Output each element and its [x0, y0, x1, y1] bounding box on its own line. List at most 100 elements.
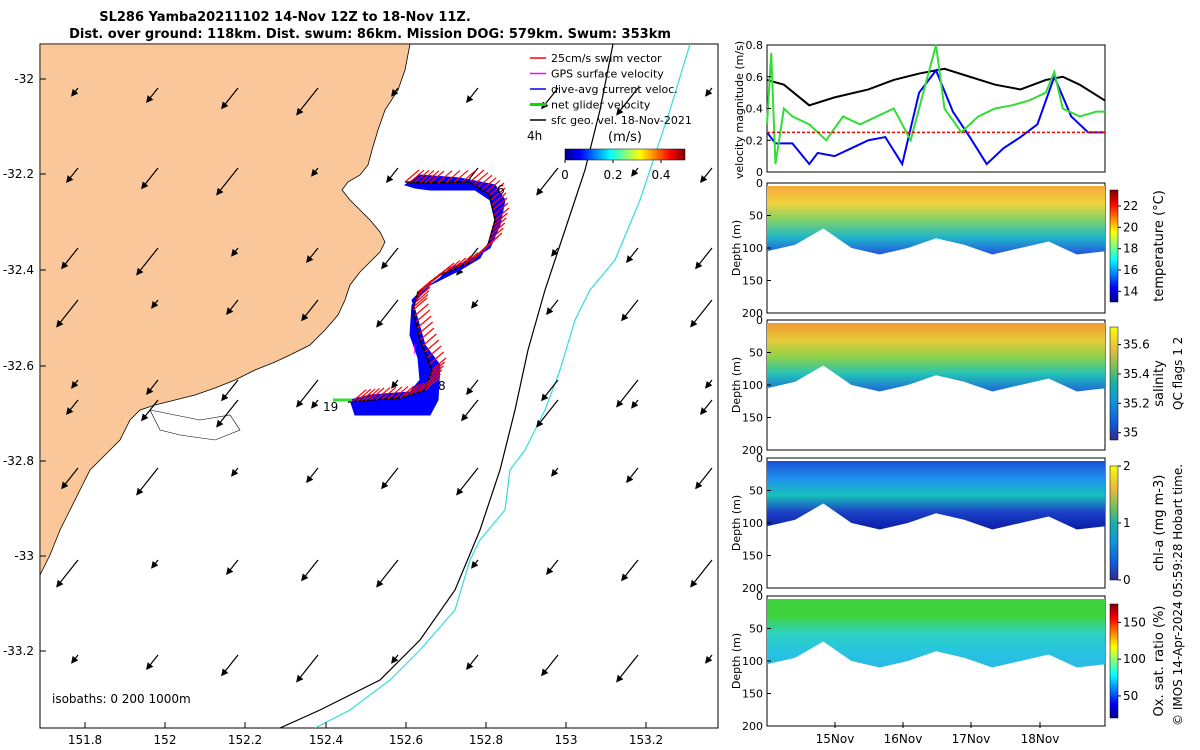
profile-colorbar — [1109, 326, 1119, 441]
time-tick-label: 16Nov — [884, 732, 923, 746]
colorbar-tick-label: 50 — [1123, 689, 1138, 703]
swim-vector — [416, 315, 432, 329]
geo-velocity-arrow — [221, 654, 239, 677]
geo-velocity-arrow — [226, 299, 239, 316]
colorbar-tick-label: 100 — [1123, 652, 1146, 666]
geo-velocity-arrow — [66, 399, 79, 416]
swim-vector — [477, 174, 493, 188]
swim-vector — [393, 385, 409, 399]
chart-title-line2: Dist. over ground: 118km. Dist. swum: 86… — [69, 27, 671, 42]
swim-vector — [415, 309, 431, 323]
lat-tick-label: -32.4 — [3, 263, 34, 277]
swim-vector — [430, 361, 445, 375]
geo-velocity-arrow — [151, 299, 159, 309]
legend-label: net glider velocity — [551, 99, 651, 112]
time-axis-ticks: 15Nov 16Nov 17Nov 18Nov — [816, 722, 1059, 746]
isobath-1000m — [314, 44, 691, 728]
geo-velocity-arrow — [376, 559, 399, 588]
profile-heatmap — [767, 599, 1105, 668]
swim-vector — [356, 388, 372, 402]
profile-heatmap — [767, 323, 1105, 392]
colorbar-label: Ox. sat. ratio (%) — [1152, 606, 1167, 717]
geo-velocity-arrow — [626, 467, 639, 484]
swim-vector — [457, 254, 473, 268]
swim-vector — [489, 227, 504, 241]
geo-velocity-arrow — [471, 299, 479, 309]
swim-vector — [424, 339, 440, 353]
geo-velocity-arrow — [221, 87, 239, 110]
lon-tick-label: 152 — [154, 733, 177, 747]
swim-vector — [429, 351, 444, 365]
geo-velocity-arrow — [705, 654, 713, 664]
geo-velocity-arrow — [690, 299, 713, 328]
geo-velocity-arrow — [151, 559, 159, 569]
geo-velocity-arrow — [621, 299, 639, 322]
swim-vector — [365, 387, 380, 401]
geo-velocity-arrow — [695, 467, 713, 490]
geo-velocity-arrow — [471, 559, 479, 569]
swim-vector — [415, 286, 431, 300]
geo-velocity-arrow — [391, 654, 399, 664]
geo-velocity-arrow — [56, 559, 79, 588]
swim-vector — [428, 365, 444, 379]
geo-velocity-arrow — [311, 399, 319, 409]
lat-tick-label: -32 — [14, 72, 34, 86]
swim-vectors — [352, 169, 510, 403]
swim-vector — [418, 321, 433, 335]
swim-vector — [493, 212, 508, 226]
velocity-series-line — [766, 44, 1105, 165]
speed-colorbar — [564, 148, 686, 161]
time-tick-label: 17Nov — [952, 732, 991, 746]
swim-vector — [414, 380, 430, 394]
isobath-200m — [279, 44, 614, 728]
colorbar-tick-label: 0.4 — [651, 168, 670, 182]
geo-velocity-arrow — [466, 379, 479, 396]
swim-vector — [416, 283, 432, 297]
geo-velocity-arrow — [391, 379, 399, 389]
swim-vector — [437, 170, 453, 184]
geo-velocity-arrow — [56, 299, 79, 328]
lat-tick-label: -33.2 — [3, 644, 34, 658]
swim-vector — [494, 207, 510, 221]
geo-velocity-arrow — [391, 87, 399, 97]
lon-tick-label: 152.6 — [389, 733, 423, 747]
geo-velocity-arrow — [541, 654, 559, 677]
colorbar-unit: (m/s) — [608, 130, 642, 145]
geo-velocity-arrow — [700, 399, 713, 416]
colorbar-tick-label: 1 — [1123, 516, 1131, 530]
legend-label: GPS surface velocity — [551, 68, 664, 81]
swim-vector — [419, 327, 435, 341]
profile-panel: 0 50 100 150 200 Depth (m) 0 1 2 chl-a (mg m-3) — [730, 452, 1167, 595]
lat-tick-label: -32.2 — [3, 167, 34, 181]
lake — [149, 409, 241, 441]
geo-velocity-arrow — [61, 467, 79, 490]
swim-vector — [417, 279, 433, 293]
geo-velocity-arrow — [66, 167, 79, 184]
swim-vector — [489, 182, 505, 196]
swim-vector — [463, 252, 479, 266]
geo-velocity-arrow — [306, 247, 319, 264]
velocity-ylabel: velocity magnitude (m/s) — [733, 41, 746, 179]
swim-vector — [490, 222, 506, 236]
colorbar-tick-label: 20 — [1123, 220, 1138, 234]
velocity-series-line — [766, 67, 1106, 107]
profile-panel: 0 50 100 150 200 Depth (m) 35 35.2 35.4 35.6salin… — [730, 314, 1167, 457]
depth-axis-label: Depth (m) — [730, 633, 743, 689]
depth-axis-label: Depth (m) — [730, 357, 743, 413]
track-point-label-8: 8 — [438, 379, 446, 393]
lat-tick-label: -32.6 — [3, 359, 34, 373]
geo-velocity-arrow — [631, 167, 639, 177]
geo-velocity-arrow — [551, 467, 559, 477]
swim-vector — [369, 387, 385, 401]
depth-tick-label: 100 — [742, 242, 763, 255]
swim-vector — [491, 192, 507, 206]
geo-velocity-arrow — [386, 167, 399, 184]
swim-vector — [445, 170, 461, 184]
depth-tick-label: 100 — [742, 379, 763, 392]
geo-velocity-arrow — [466, 654, 479, 671]
swim-vector — [419, 170, 435, 184]
swim-vector — [381, 386, 397, 400]
colorbar-tick-label: 35.2 — [1123, 396, 1150, 410]
geo-velocity-arrow — [306, 467, 319, 484]
